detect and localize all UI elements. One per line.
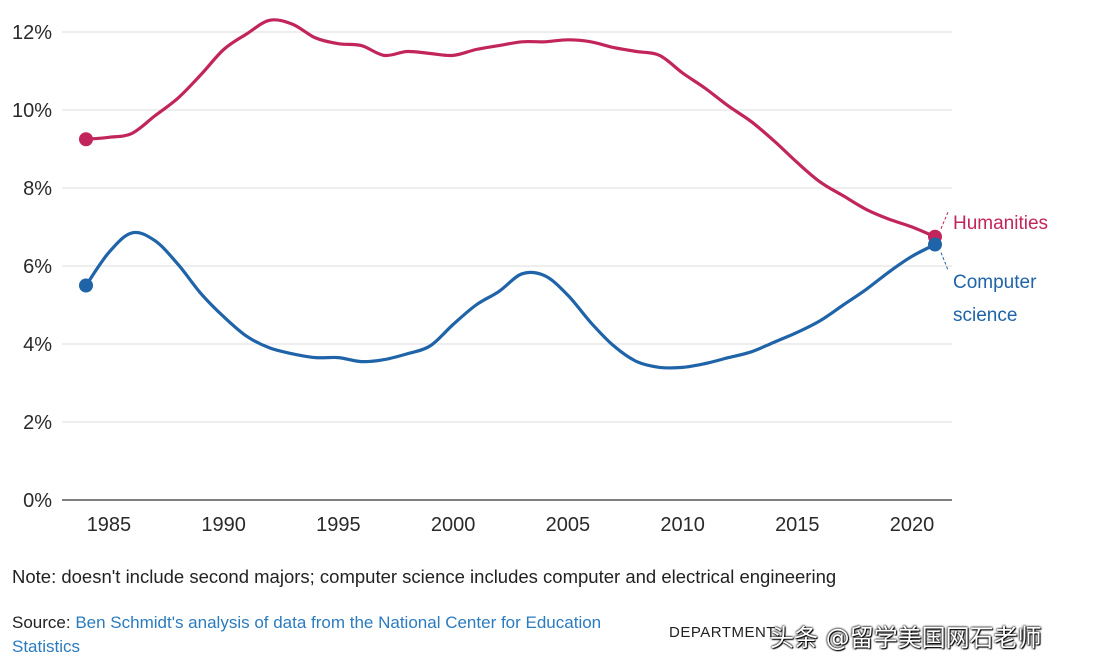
humanities-leader-line	[940, 211, 949, 229]
x-tick-label: 2015	[775, 514, 820, 536]
series-annotations: Humanities Computer science	[940, 211, 1048, 326]
y-tick-label: 8%	[23, 178, 52, 200]
series-endpoints	[79, 132, 942, 293]
series-lines	[84, 18, 937, 370]
series-line-humanities	[84, 18, 937, 239]
source-credit: Source: Ben Schmidt's analysis of data f…	[12, 611, 612, 659]
series-start-point-humanities	[79, 132, 93, 147]
cs-label-line1: Computer	[953, 272, 1037, 293]
gridlines	[62, 31, 952, 501]
source-text: Ben Schmidt's analysis of data from the …	[12, 613, 602, 656]
y-tick-label: 2%	[23, 412, 52, 434]
x-axis-ticks: 1985 1990 1995 2000 2005 2010 2015 2020	[87, 514, 935, 536]
y-tick-label: 10%	[12, 100, 52, 122]
series-end-point-computer-science	[928, 237, 942, 252]
cs-leader-line	[940, 252, 949, 271]
y-tick-label: 6%	[23, 256, 52, 278]
x-tick-label: 2005	[546, 514, 591, 536]
line-chart: 0% 2% 4% 6% 8% 10% 12% 1985 1990 1995 2000 2005 201…	[12, 18, 1048, 536]
x-tick-label: 2010	[660, 514, 705, 536]
y-tick-label: 12%	[12, 22, 52, 44]
y-tick-label: 4%	[23, 334, 52, 356]
humanities-label: Humanities	[953, 213, 1048, 234]
x-tick-label: 1995	[316, 514, 361, 536]
x-tick-label: 1985	[87, 514, 132, 536]
x-tick-label: 2000	[431, 514, 476, 536]
cs-label-line2: science	[953, 305, 1017, 326]
publisher-credit: DEPARTMENT	[669, 624, 776, 641]
x-tick-label: 2020	[890, 514, 935, 536]
series-line-computer-science	[84, 230, 937, 370]
watermark-text: 头条 @留学美国网石老师	[770, 624, 1042, 652]
y-tick-label: 0%	[23, 490, 52, 512]
series-start-point-computer-science	[79, 278, 93, 293]
source-label: Source:	[12, 613, 71, 632]
chart-note: Note: doesn't include second majors; com…	[12, 566, 837, 587]
y-axis-ticks: 0% 2% 4% 6% 8% 10% 12%	[12, 22, 52, 512]
x-tick-label: 1990	[201, 514, 246, 536]
